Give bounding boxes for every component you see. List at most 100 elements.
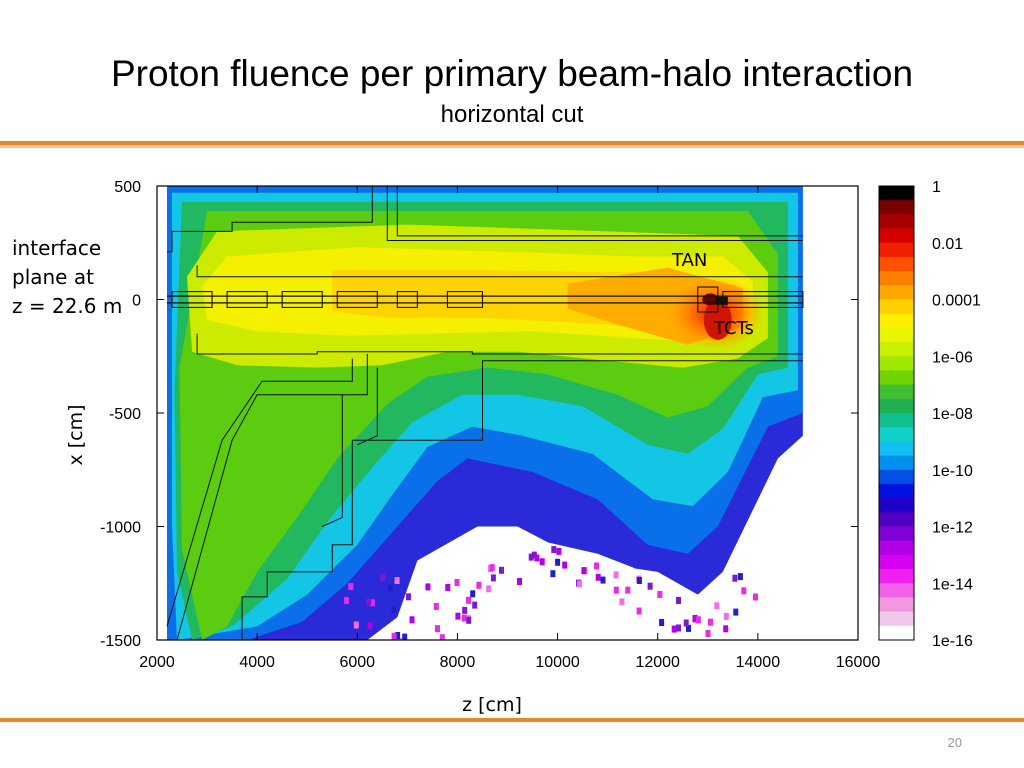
heat-speckle: [394, 577, 400, 584]
heat-speckle: [686, 624, 691, 632]
header-divider-shadow: [0, 145, 1024, 148]
colorbar-frame: [878, 185, 915, 641]
colorbar-swatch: [879, 299, 914, 315]
note-line: interface: [12, 236, 102, 260]
heat-speckle: [594, 562, 599, 570]
tct-collimator: [715, 296, 728, 305]
colorbar-swatch: [879, 242, 914, 258]
heat-speckle: [671, 625, 677, 633]
tunnel-wall-upper: [167, 186, 373, 253]
colorbar-swatch: [879, 413, 914, 428]
magnet-block: [446, 291, 484, 308]
heat-speckle: [395, 632, 401, 639]
magnet-block: [226, 291, 268, 308]
heat-speckle: [353, 621, 359, 629]
heat-speckle: [486, 585, 492, 593]
heat-speckle: [705, 630, 711, 637]
heat-speckle: [562, 561, 568, 569]
heat-speckle: [714, 602, 720, 610]
colorbar-swatch: [879, 342, 914, 357]
footer-divider: [0, 718, 1024, 722]
heat-speckle: [636, 577, 642, 584]
x-tick-label: 4000: [239, 654, 275, 671]
heat-speckle: [470, 590, 476, 598]
colorbar-swatch: [879, 398, 914, 414]
heat-speckle: [550, 570, 556, 578]
colorbar-swatch: [879, 554, 914, 570]
colorbar-swatch: [879, 384, 914, 400]
axis-ticks: 2000 4000 6000 8000 10000 12000 14000 16000 500 0…: [100, 179, 880, 671]
x-axis-label: z [cm]: [462, 694, 522, 716]
y-axis-label: x [cm]: [65, 404, 87, 465]
heat-speckle: [391, 605, 397, 613]
heat-speckle: [369, 599, 375, 607]
heat-speckle: [439, 634, 445, 640]
magnet-block: [396, 291, 418, 308]
heat-speckle: [676, 624, 681, 632]
colorbar-swatch: [879, 469, 914, 485]
heat-speckle: [723, 612, 729, 620]
colorbar-swatch: [879, 625, 914, 641]
heat-speckle: [692, 615, 698, 623]
shield-block-a: [357, 367, 378, 446]
heat-speckle: [556, 547, 562, 555]
page-number: 20: [947, 735, 962, 750]
heat-speckle: [380, 573, 386, 581]
heat-speckle: [409, 616, 415, 624]
colorbar-swatch: [879, 611, 914, 627]
heat-speckle: [433, 603, 439, 610]
colorbar-tick-label: 1e-10: [932, 463, 973, 480]
colorbar-tick-label: 1e-16: [932, 633, 973, 650]
colorbar-tick-label: 1e-06: [932, 349, 973, 366]
x-tick-label: 6000: [339, 654, 375, 671]
heat-speckle: [683, 619, 689, 627]
heatmap-regions: [157, 186, 858, 640]
colorbar-tick-label: 1e-08: [932, 406, 973, 423]
heat-speckle: [489, 564, 495, 572]
heat-speckle: [348, 583, 354, 590]
heat-speckle: [600, 576, 606, 584]
heat-speckle: [387, 584, 393, 592]
shield-block-b: [321, 394, 343, 527]
note-line: z = 22.6 m: [12, 294, 123, 318]
heat-speckle: [367, 622, 373, 630]
heat-speckle: [344, 597, 349, 604]
x-tick-label: 10000: [535, 654, 580, 671]
magnet-block: [171, 291, 213, 308]
colorbar-swatch: [879, 540, 914, 556]
transfer-tunnel-outer: [176, 354, 368, 640]
heat-speckle: [466, 616, 472, 624]
colorbar-tick-label: 1e-12: [932, 520, 973, 537]
heat-speckle: [723, 625, 729, 633]
annotation-tcts: TCTs: [713, 318, 754, 339]
heat-speckle: [462, 606, 468, 614]
no-data-strip: [802, 186, 858, 640]
heat-speckle: [366, 598, 372, 606]
heat-speckle: [435, 625, 440, 633]
heat-speckle: [476, 581, 482, 589]
y-tick-label: -500: [109, 406, 141, 423]
note-line: plane at: [12, 265, 94, 289]
heat-speckle: [659, 619, 665, 626]
y-tick-label: 500: [114, 179, 141, 196]
heat-speckle: [425, 583, 431, 591]
colorbar-swatch: [879, 455, 914, 471]
heat-speckle: [517, 578, 522, 585]
empty-region-right: [732, 481, 803, 640]
magnet-block: [281, 291, 323, 308]
colorbar-swatch: [879, 427, 914, 442]
heat-speckle: [636, 607, 642, 615]
colorbar-swatch: [879, 483, 914, 499]
tunnel-wall-inner-top: [196, 265, 803, 278]
x-tick-label: 8000: [440, 654, 476, 671]
heat-speckle: [534, 554, 540, 562]
heat-speckle: [613, 586, 619, 594]
heat-speckle: [531, 551, 537, 559]
heat-speckle: [657, 590, 663, 598]
heat-speckle: [445, 584, 451, 591]
colorbar-swatch: [879, 313, 914, 329]
heat-speckle: [741, 587, 747, 595]
header-divider: [0, 141, 1024, 145]
heat-speckle: [576, 580, 582, 588]
